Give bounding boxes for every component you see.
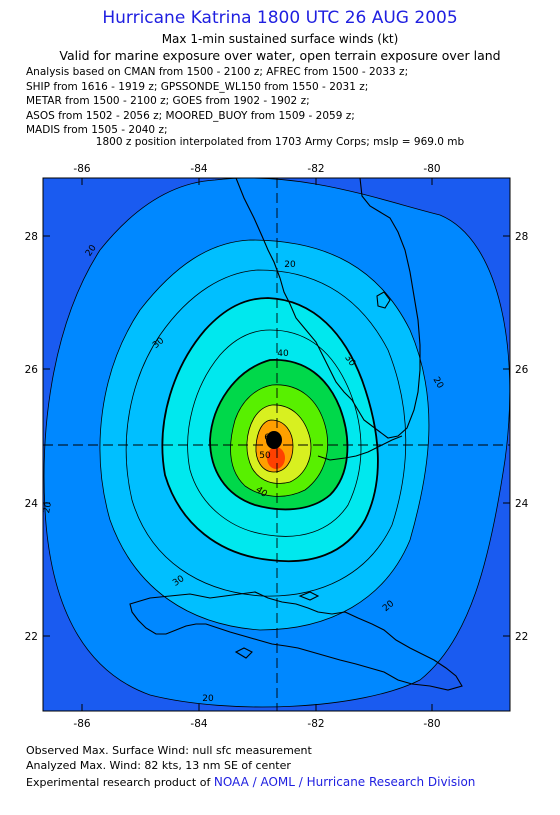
contour-value-label: 50 [259,451,271,461]
lat-tick-label-right: 28 [515,231,528,243]
lon-tick-label-bottom: -82 [307,718,324,730]
product-credit: Experimental research product of NOAA / … [26,775,475,790]
axis-ticks [43,178,510,711]
lon-tick-label-top: -82 [307,163,324,175]
lon-tick-label-bottom: -80 [423,718,440,730]
lon-tick-label-top: -86 [73,163,90,175]
lon-tick-label-bottom: -86 [73,718,90,730]
noaa-aoml-hrd-link[interactable]: NOAA / AOML / Hurricane Research Divisio… [213,775,476,789]
axis-tick-labels: -86 -86 -84 -84 -82 -82 -80 -80 28 28 26 26 24 24 22 22 [25,163,529,730]
map-frame [42,177,511,712]
center-crosshair [43,178,510,711]
wind-field [43,178,510,711]
lat-tick-label-left: 28 [25,231,38,243]
lat-tick-label-left: 22 [25,631,38,643]
lon-tick-label-top: -84 [190,163,207,175]
analysis-line: MADIS from 1505 - 2040 z; [26,124,168,136]
position-note: 1800 z position interpolated from 1703 A… [95,136,465,148]
lat-tick-label-left: 26 [25,364,39,376]
contour-value-label: 20 [284,260,296,270]
analysis-line: SHIP from 1616 - 1919 z; GPSSONDE_WL150 … [26,80,369,93]
lon-tick-label-bottom: -84 [190,718,207,730]
analyzed-max-wind: Analyzed Max. Wind: 82 kts, 13 nm SE of … [26,759,291,772]
observed-max-wind: Observed Max. Surface Wind: null sfc mea… [26,744,312,757]
lon-tick-label-top: -80 [423,163,440,175]
contour-value-label: 60 [264,433,276,443]
product-prefix: Experimental research product of [26,776,211,789]
contour-value-label: 20 [202,694,214,704]
lat-tick-label-right: 24 [515,498,529,510]
lat-tick-label-left: 24 [25,498,39,510]
analysis-line: ASOS from 1502 - 2056 z; MOORED_BUOY fro… [26,109,355,122]
contour-value-label: 20 [42,501,54,514]
coastlines [129,178,463,691]
map-subtitle: Max 1-min sustained surface winds (kt) [161,32,399,46]
contour-value-label: 40 [277,349,289,359]
isotachs [43,178,510,708]
analysis-line: Analysis based on CMAN from 1500 - 2100 … [26,66,409,78]
map-title: Hurricane Katrina 1800 UTC 26 AUG 2005 [102,8,458,28]
map-validity-note: Valid for marine exposure over water, op… [59,48,501,63]
analysis-line: METAR from 1500 - 2100 z; GOES from 1902… [26,95,310,107]
lat-tick-label-right: 26 [515,364,529,376]
lat-tick-label-right: 22 [515,631,528,643]
